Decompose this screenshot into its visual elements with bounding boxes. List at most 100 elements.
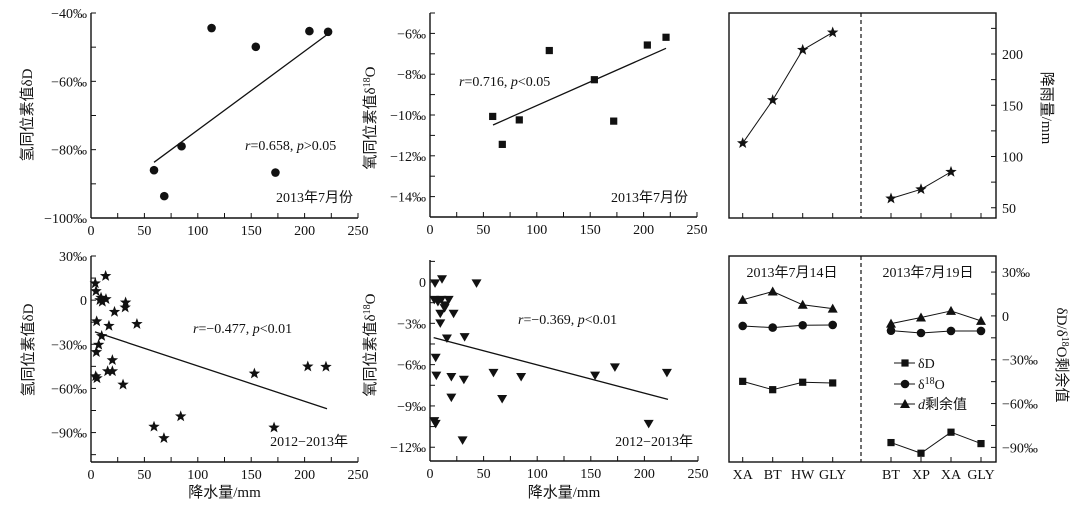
period-label: 2013年7月份 [276,190,353,206]
delta-18o-point [768,323,777,332]
y-tick-label: −3‰ [397,317,426,332]
rainfall-point [796,43,809,55]
data-point [430,353,441,363]
group-date-label: 2013年7月19日 [883,265,974,281]
x-tick-label: 50 [137,224,151,239]
x-tick-label: 250 [348,224,369,239]
data-point [248,367,261,379]
y-tick-label: −12‰ [390,150,426,165]
data-point [498,140,506,148]
data-point [159,191,169,201]
delta-d-segment [890,442,922,454]
data-point [99,270,112,281]
data-point [459,333,470,342]
x-tick-label: 150 [241,224,262,239]
y-axis-label: 氧同位素值δ18O [362,293,380,396]
x-tick-label: 50 [137,468,151,483]
data-point [100,293,112,304]
delta-18o-segment [920,330,952,334]
delta-d-point [887,438,895,447]
delta-d-point [947,428,955,436]
x-tick-label: 200 [294,468,315,483]
annotation-p: p [510,75,518,90]
annotation-p-value: <0.05 [518,75,550,90]
correlation-annotation: r=−0.477, p<0.01 [193,322,292,337]
text-part: 18 [925,376,935,387]
data-point [545,46,553,55]
y-tick-label: −60‰ [51,382,87,397]
y-tick-label: −60‰ [51,75,87,90]
legend-label: δ18O [918,376,945,394]
x-tick-label: 50 [477,467,491,482]
annotation-r: r [193,322,199,337]
data-point [117,378,129,390]
data-point [90,315,103,327]
d-excess-point [737,294,748,304]
data-point [430,279,441,288]
legend-label: d剩余值 [918,396,967,413]
x-tick-label: 150 [580,223,601,238]
y-axis-label: δD/δ18O剩余值 [1053,308,1071,403]
legend-marker [901,359,909,367]
y-axis-label: 降雨量/mm [1038,72,1055,145]
data-point [441,334,452,343]
y-tick-label: −40‰ [51,7,87,22]
rainfall-segment [742,99,774,144]
text-part: 18 [1060,337,1071,347]
correlation-annotation: r=0.658, p>0.05 [245,139,336,154]
data-point [320,360,332,372]
rainfall-segment [772,49,804,101]
y-axis-label: 氢同位素值δD [20,303,37,396]
y-tick-label: −10‰ [390,109,426,124]
trendline [433,337,669,400]
delta-d-point [739,377,747,385]
data-point [271,168,280,177]
text-part: 氧同位素值δ [362,314,379,396]
data-point [643,419,654,429]
y-axis-label: 氧同位素值δ18O [362,66,380,169]
data-point [149,165,159,175]
data-point [458,375,469,385]
panel-bottom-left: −90‰ −60‰ −30‰ 0 30‰ 0 50 100 150 200 250 r=−0.477,… [20,250,369,501]
data-point [516,373,527,382]
delta-18o-segment [772,324,803,329]
text-part: 降雨量/mm [1038,72,1055,145]
data-point [89,277,101,289]
trendline [492,47,667,126]
legend-item-delta-18o: δ18O [894,376,945,394]
group-date-label: 2013年7月14日 [747,265,838,281]
annotation-r: r [518,313,524,328]
data-point [497,395,508,404]
delta-18o-segment [742,325,773,329]
delta-18o-point [946,326,956,336]
y-tick-label: 0 [419,276,426,291]
x-tick-label: 250 [687,223,708,238]
text-part: 氧同位素值δ [362,87,379,169]
rainfall-point [826,26,839,38]
data-point [177,141,186,151]
legend-item-d-excess: d剩余值 [894,396,967,413]
y-tick-label: −6‰ [397,27,426,42]
data-point [108,305,121,317]
rainfall-point [736,137,749,149]
x-category-label: HW [791,468,815,483]
annotation-r-value: =−0.477, [198,322,252,337]
y-tick-label: −9‰ [397,400,426,415]
legend-marker [900,379,910,389]
data-point [610,117,618,125]
y-axis-label: 氢同位素值δD [19,68,36,161]
text-part: O [363,293,379,304]
data-point [446,373,457,382]
data-point [448,309,459,319]
data-point [661,368,672,378]
x-tick-label: 100 [187,468,208,483]
d-excess-segment [920,310,952,318]
y-tick-label: 30‰ [59,250,87,265]
y-tick-label: −14‰ [390,191,426,206]
rainfall-point [945,165,957,177]
data-point [435,319,446,328]
d-excess-segment [772,291,803,306]
annotation-r: r [245,139,251,154]
